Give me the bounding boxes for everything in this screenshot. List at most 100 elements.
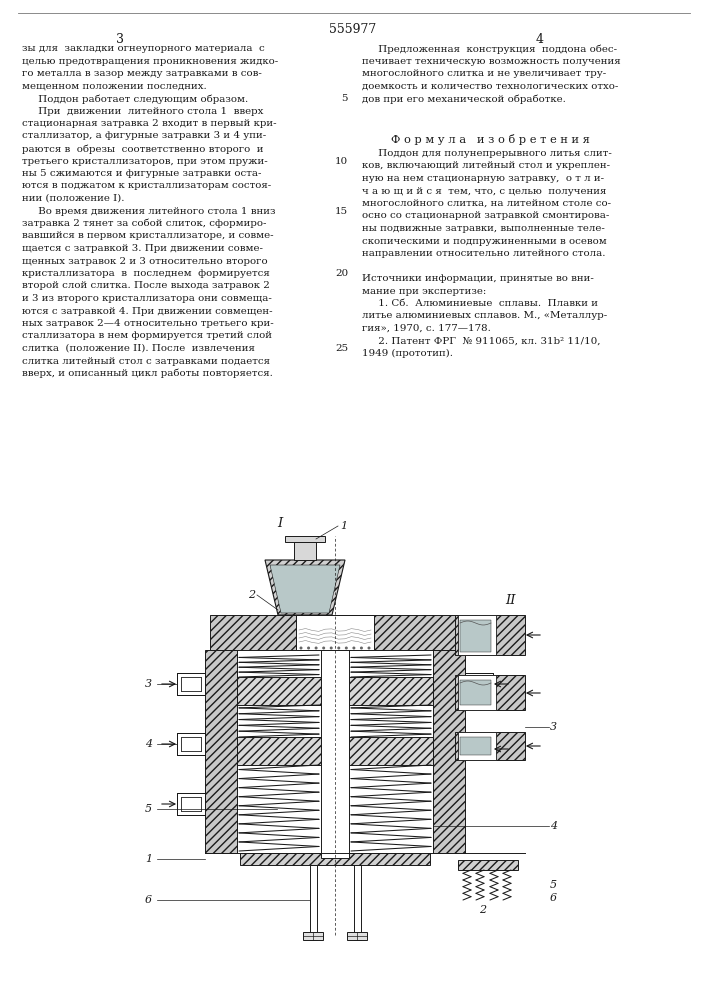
Text: осно со стационарной затравкой смонтирова-: осно со стационарной затравкой смонтиров… bbox=[362, 212, 609, 221]
Text: печивает техническую возможность получения: печивает техническую возможность получен… bbox=[362, 56, 621, 66]
Text: ных затравок 2—4 относительно третьего кри-: ных затравок 2—4 относительно третьего к… bbox=[22, 319, 274, 328]
Bar bbox=[294, 542, 316, 560]
Text: Предложенная  конструкция  поддона обес-: Предложенная конструкция поддона обес- bbox=[362, 44, 617, 53]
Text: зы для  закладки огнеупорного материала  с: зы для закладки огнеупорного материала с bbox=[22, 44, 264, 53]
Circle shape bbox=[300, 647, 303, 650]
Bar bbox=[465, 673, 493, 695]
Text: Ф о р м у л а   и з о б р е т е н и я: Ф о р м у л а и з о б р е т е н и я bbox=[390, 134, 590, 145]
Bar bbox=[181, 797, 201, 811]
Text: многослойного слитка и не увеличивает тру-: многослойного слитка и не увеличивает тр… bbox=[362, 69, 606, 78]
Text: 3: 3 bbox=[116, 33, 124, 46]
Bar bbox=[310, 865, 317, 940]
Text: 5: 5 bbox=[145, 804, 152, 814]
Circle shape bbox=[329, 647, 333, 650]
Text: третьего кристаллизаторов, при этом пружи-: третьего кристаллизаторов, при этом пруж… bbox=[22, 156, 268, 165]
Text: слитка литейный стол с затравками подается: слитка литейный стол с затравками подает… bbox=[22, 357, 270, 365]
Text: 5: 5 bbox=[550, 880, 557, 890]
Bar bbox=[210, 615, 460, 650]
Text: 4: 4 bbox=[536, 33, 544, 46]
Text: ны 5 сжимаются и фигурные затравки оста-: ны 5 сжимаются и фигурные затравки оста- bbox=[22, 169, 262, 178]
Text: ны подвижные затравки, выполненные теле-: ны подвижные затравки, выполненные теле- bbox=[362, 224, 605, 233]
Bar bbox=[458, 860, 518, 870]
Circle shape bbox=[368, 647, 370, 650]
Text: 2: 2 bbox=[479, 905, 486, 915]
Bar bbox=[347, 932, 367, 940]
Bar bbox=[181, 677, 201, 691]
Text: 2. Патент ФРГ  № 911065, кл. 31b² 11/10,: 2. Патент ФРГ № 911065, кл. 31b² 11/10, bbox=[362, 336, 600, 346]
Text: 1: 1 bbox=[145, 854, 152, 864]
Text: сталлизатора в нем формируется третий слой: сталлизатора в нем формируется третий сл… bbox=[22, 332, 272, 340]
Bar bbox=[240, 853, 430, 865]
Text: скопическими и подпружиненными в осевом: скопическими и подпружиненными в осевом bbox=[362, 236, 607, 245]
Text: и 3 из второго кристаллизатора они совмеща-: и 3 из второго кристаллизатора они совме… bbox=[22, 294, 272, 303]
Text: ются в поджатом к кристаллизаторам состоя-: ются в поджатом к кристаллизаторам состо… bbox=[22, 182, 271, 190]
Text: Поддон для полунепрерывного литья слит-: Поддон для полунепрерывного литья слит- bbox=[362, 149, 612, 158]
Bar bbox=[181, 677, 201, 691]
Text: 6: 6 bbox=[550, 893, 557, 903]
Bar bbox=[177, 793, 205, 815]
Text: При  движении  литейного стола 1  вверх: При движении литейного стола 1 вверх bbox=[22, 106, 264, 115]
Text: I: I bbox=[277, 517, 283, 530]
Text: гия», 1970, с. 177—178.: гия», 1970, с. 177—178. bbox=[362, 324, 491, 333]
Text: затравка 2 тянет за собой слиток, сформиро-: затравка 2 тянет за собой слиток, сформи… bbox=[22, 219, 267, 229]
Bar bbox=[181, 797, 201, 811]
Bar bbox=[455, 675, 525, 710]
Text: 6: 6 bbox=[145, 895, 152, 905]
Bar bbox=[349, 677, 433, 705]
Text: Во время движения литейного стола 1 вниз: Во время движения литейного стола 1 вниз bbox=[22, 207, 276, 216]
Text: 3: 3 bbox=[145, 679, 152, 689]
Bar bbox=[458, 675, 496, 710]
Text: 2: 2 bbox=[248, 590, 255, 600]
Bar bbox=[181, 737, 201, 751]
Bar bbox=[354, 865, 361, 940]
Text: 4: 4 bbox=[550, 821, 557, 831]
Text: 555977: 555977 bbox=[329, 23, 377, 36]
Text: ч а ю щ и й с я  тем, что, с целью  получения: ч а ю щ и й с я тем, что, с целью получе… bbox=[362, 186, 607, 196]
Text: нии (положение I).: нии (положение I). bbox=[22, 194, 124, 203]
Circle shape bbox=[307, 647, 310, 650]
Text: мещенном положении последних.: мещенном положении последних. bbox=[22, 82, 206, 91]
Text: щается с затравкой 3. При движении совме-: щается с затравкой 3. При движении совме… bbox=[22, 244, 263, 253]
Text: щенных затравок 2 и 3 относительно второго: щенных затравок 2 и 3 относительно второ… bbox=[22, 256, 268, 265]
Polygon shape bbox=[460, 737, 491, 755]
Bar bbox=[465, 738, 493, 760]
Bar bbox=[177, 673, 205, 695]
Bar bbox=[465, 673, 493, 695]
Circle shape bbox=[337, 647, 340, 650]
Bar bbox=[469, 677, 489, 691]
Text: 1: 1 bbox=[340, 521, 347, 531]
Text: второй слой слитка. После выхода затравок 2: второй слой слитка. После выхода затраво… bbox=[22, 282, 270, 290]
Text: стационарная затравка 2 входит в первый кри-: стационарная затравка 2 входит в первый … bbox=[22, 119, 276, 128]
Bar bbox=[321, 645, 349, 858]
Text: 15: 15 bbox=[335, 207, 348, 216]
Bar bbox=[237, 737, 321, 765]
Text: 20: 20 bbox=[335, 269, 348, 278]
Bar bbox=[433, 650, 465, 853]
Text: доемкость и количество технологических отхо-: доемкость и количество технологических о… bbox=[362, 82, 619, 91]
Text: вверх, и описанный цикл работы повторяется.: вверх, и описанный цикл работы повторяет… bbox=[22, 369, 273, 378]
Bar bbox=[455, 615, 525, 655]
Text: Источники информации, принятые во вни-: Источники информации, принятые во вни- bbox=[362, 274, 594, 283]
Bar bbox=[205, 650, 237, 853]
Text: многослойного слитка, на литейном столе со-: многослойного слитка, на литейном столе … bbox=[362, 199, 611, 208]
Polygon shape bbox=[460, 620, 491, 652]
Text: литье алюминиевых сплавов. М., «Металлур-: литье алюминиевых сплавов. М., «Металлур… bbox=[362, 312, 607, 320]
Circle shape bbox=[315, 647, 317, 650]
Bar bbox=[177, 673, 205, 695]
Bar bbox=[465, 738, 493, 760]
Bar bbox=[237, 677, 321, 705]
Text: 1949 (прототип).: 1949 (прототип). bbox=[362, 349, 453, 358]
Bar bbox=[458, 732, 496, 760]
Bar bbox=[181, 737, 201, 751]
Text: ются с затравкой 4. При движении совмещен-: ются с затравкой 4. При движении совмеще… bbox=[22, 306, 273, 316]
Text: кристаллизатора  в  последнем  формируется: кристаллизатора в последнем формируется bbox=[22, 269, 270, 278]
Text: го металла в зазор между затравками в сов-: го металла в зазор между затравками в со… bbox=[22, 69, 262, 78]
Text: раются в  обрезы  соответственно второго  и: раются в обрезы соответственно второго и bbox=[22, 144, 264, 153]
Circle shape bbox=[345, 647, 348, 650]
Bar bbox=[285, 536, 325, 542]
Polygon shape bbox=[265, 560, 345, 615]
Text: сталлизатор, а фигурные затравки 3 и 4 упи-: сталлизатор, а фигурные затравки 3 и 4 у… bbox=[22, 131, 267, 140]
Text: дов при его механической обработке.: дов при его механической обработке. bbox=[362, 94, 566, 104]
Bar bbox=[469, 742, 489, 756]
Circle shape bbox=[322, 647, 325, 650]
